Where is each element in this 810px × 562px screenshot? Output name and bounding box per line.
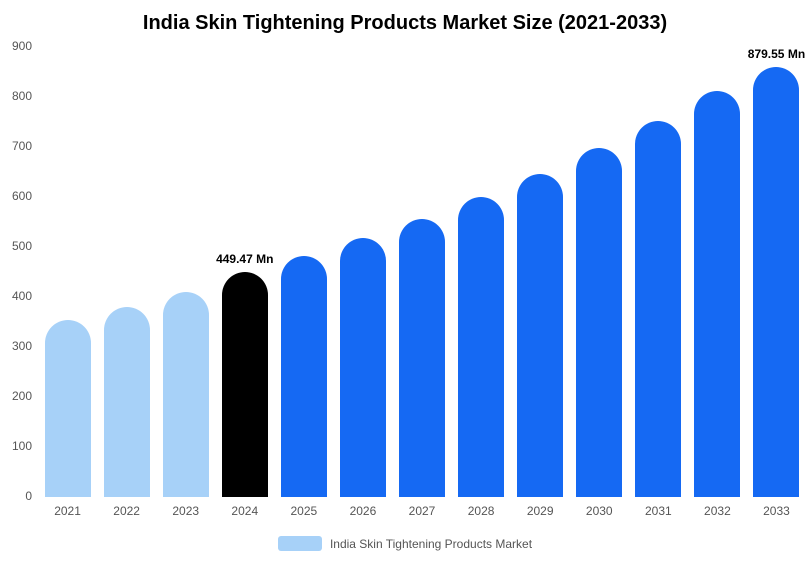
y-tick-label: 300 xyxy=(11,339,32,353)
bar-slot-2029 xyxy=(511,47,570,497)
bar-2025 xyxy=(280,255,327,497)
bar-2022 xyxy=(103,306,150,497)
x-tick-label-2024: 2024 xyxy=(231,504,259,518)
bar-2023 xyxy=(162,292,209,497)
x-axis: 2021 2022 2023 2024 2025 2026 2027 2028 2029 2030… xyxy=(38,504,806,518)
x-tick-label-2025: 2025 xyxy=(290,504,318,518)
bar-2026 xyxy=(339,238,386,497)
bar-2031 xyxy=(635,120,682,497)
bar-series: 449.47 Mn 879.55 Mn xyxy=(38,47,806,497)
bar-slot-2025 xyxy=(274,47,333,497)
legend: India Skin Tightening Products Market xyxy=(0,536,810,551)
bar-2021 xyxy=(44,319,91,497)
bar-2028 xyxy=(458,197,505,497)
x-tick-label-2030: 2030 xyxy=(585,504,613,518)
y-tick-label: 0 xyxy=(25,489,32,503)
x-tick-label-2027: 2027 xyxy=(408,504,436,518)
y-tick-label: 700 xyxy=(11,139,32,153)
bar-slot-2030 xyxy=(570,47,629,497)
legend-label: India Skin Tightening Products Market xyxy=(329,536,533,551)
y-tick-label: 100 xyxy=(11,439,32,453)
x-tick-label-2026: 2026 xyxy=(349,504,377,518)
x-tick-label-2022: 2022 xyxy=(113,504,140,518)
chart-title: India Skin Tightening Products Market Si… xyxy=(142,12,668,34)
bar-2030 xyxy=(576,148,623,497)
bar-slot-2032 xyxy=(688,47,747,497)
y-tick-label: 600 xyxy=(11,189,32,203)
value-label-2024: 449.47 Mn xyxy=(216,252,274,267)
x-tick-label-2033: 2033 xyxy=(763,504,790,518)
y-tick-label: 800 xyxy=(11,89,32,103)
legend-swatch xyxy=(277,536,322,551)
x-tick-label-2028: 2028 xyxy=(467,504,495,518)
y-tick-label: 500 xyxy=(11,239,32,253)
value-label-2033: 879.55 Mn xyxy=(747,47,806,61)
bar-2024 xyxy=(221,272,268,497)
y-tick-label: 400 xyxy=(11,289,32,303)
bar-slot-2024: 449.47 Mn xyxy=(215,47,274,497)
x-tick-label-2029: 2029 xyxy=(526,504,554,518)
y-axis: 0 100 200 300 400 500 600 700 800 900 xyxy=(0,0,32,562)
bar-slot-2033: 879.55 Mn xyxy=(747,47,806,497)
bar-slot-2028 xyxy=(452,47,511,497)
x-tick-label-2021: 2021 xyxy=(54,504,81,518)
bar-slot-2022 xyxy=(97,47,156,497)
bar-2033 xyxy=(753,67,800,497)
bar-2032 xyxy=(694,91,741,497)
x-tick-label-2032: 2032 xyxy=(704,504,731,518)
bar-slot-2026 xyxy=(333,47,392,497)
x-tick-label-2023: 2023 xyxy=(172,504,200,518)
bar-2027 xyxy=(399,218,445,497)
bar-2029 xyxy=(517,174,564,497)
y-tick-label: 200 xyxy=(11,389,32,403)
bar-slot-2021 xyxy=(38,47,97,497)
x-tick-label-2031: 2031 xyxy=(644,504,672,518)
bar-slot-2027 xyxy=(392,47,451,497)
bar-slot-2031 xyxy=(629,47,688,497)
bar-slot-2023 xyxy=(156,47,215,497)
y-tick-label: 900 xyxy=(11,39,32,53)
